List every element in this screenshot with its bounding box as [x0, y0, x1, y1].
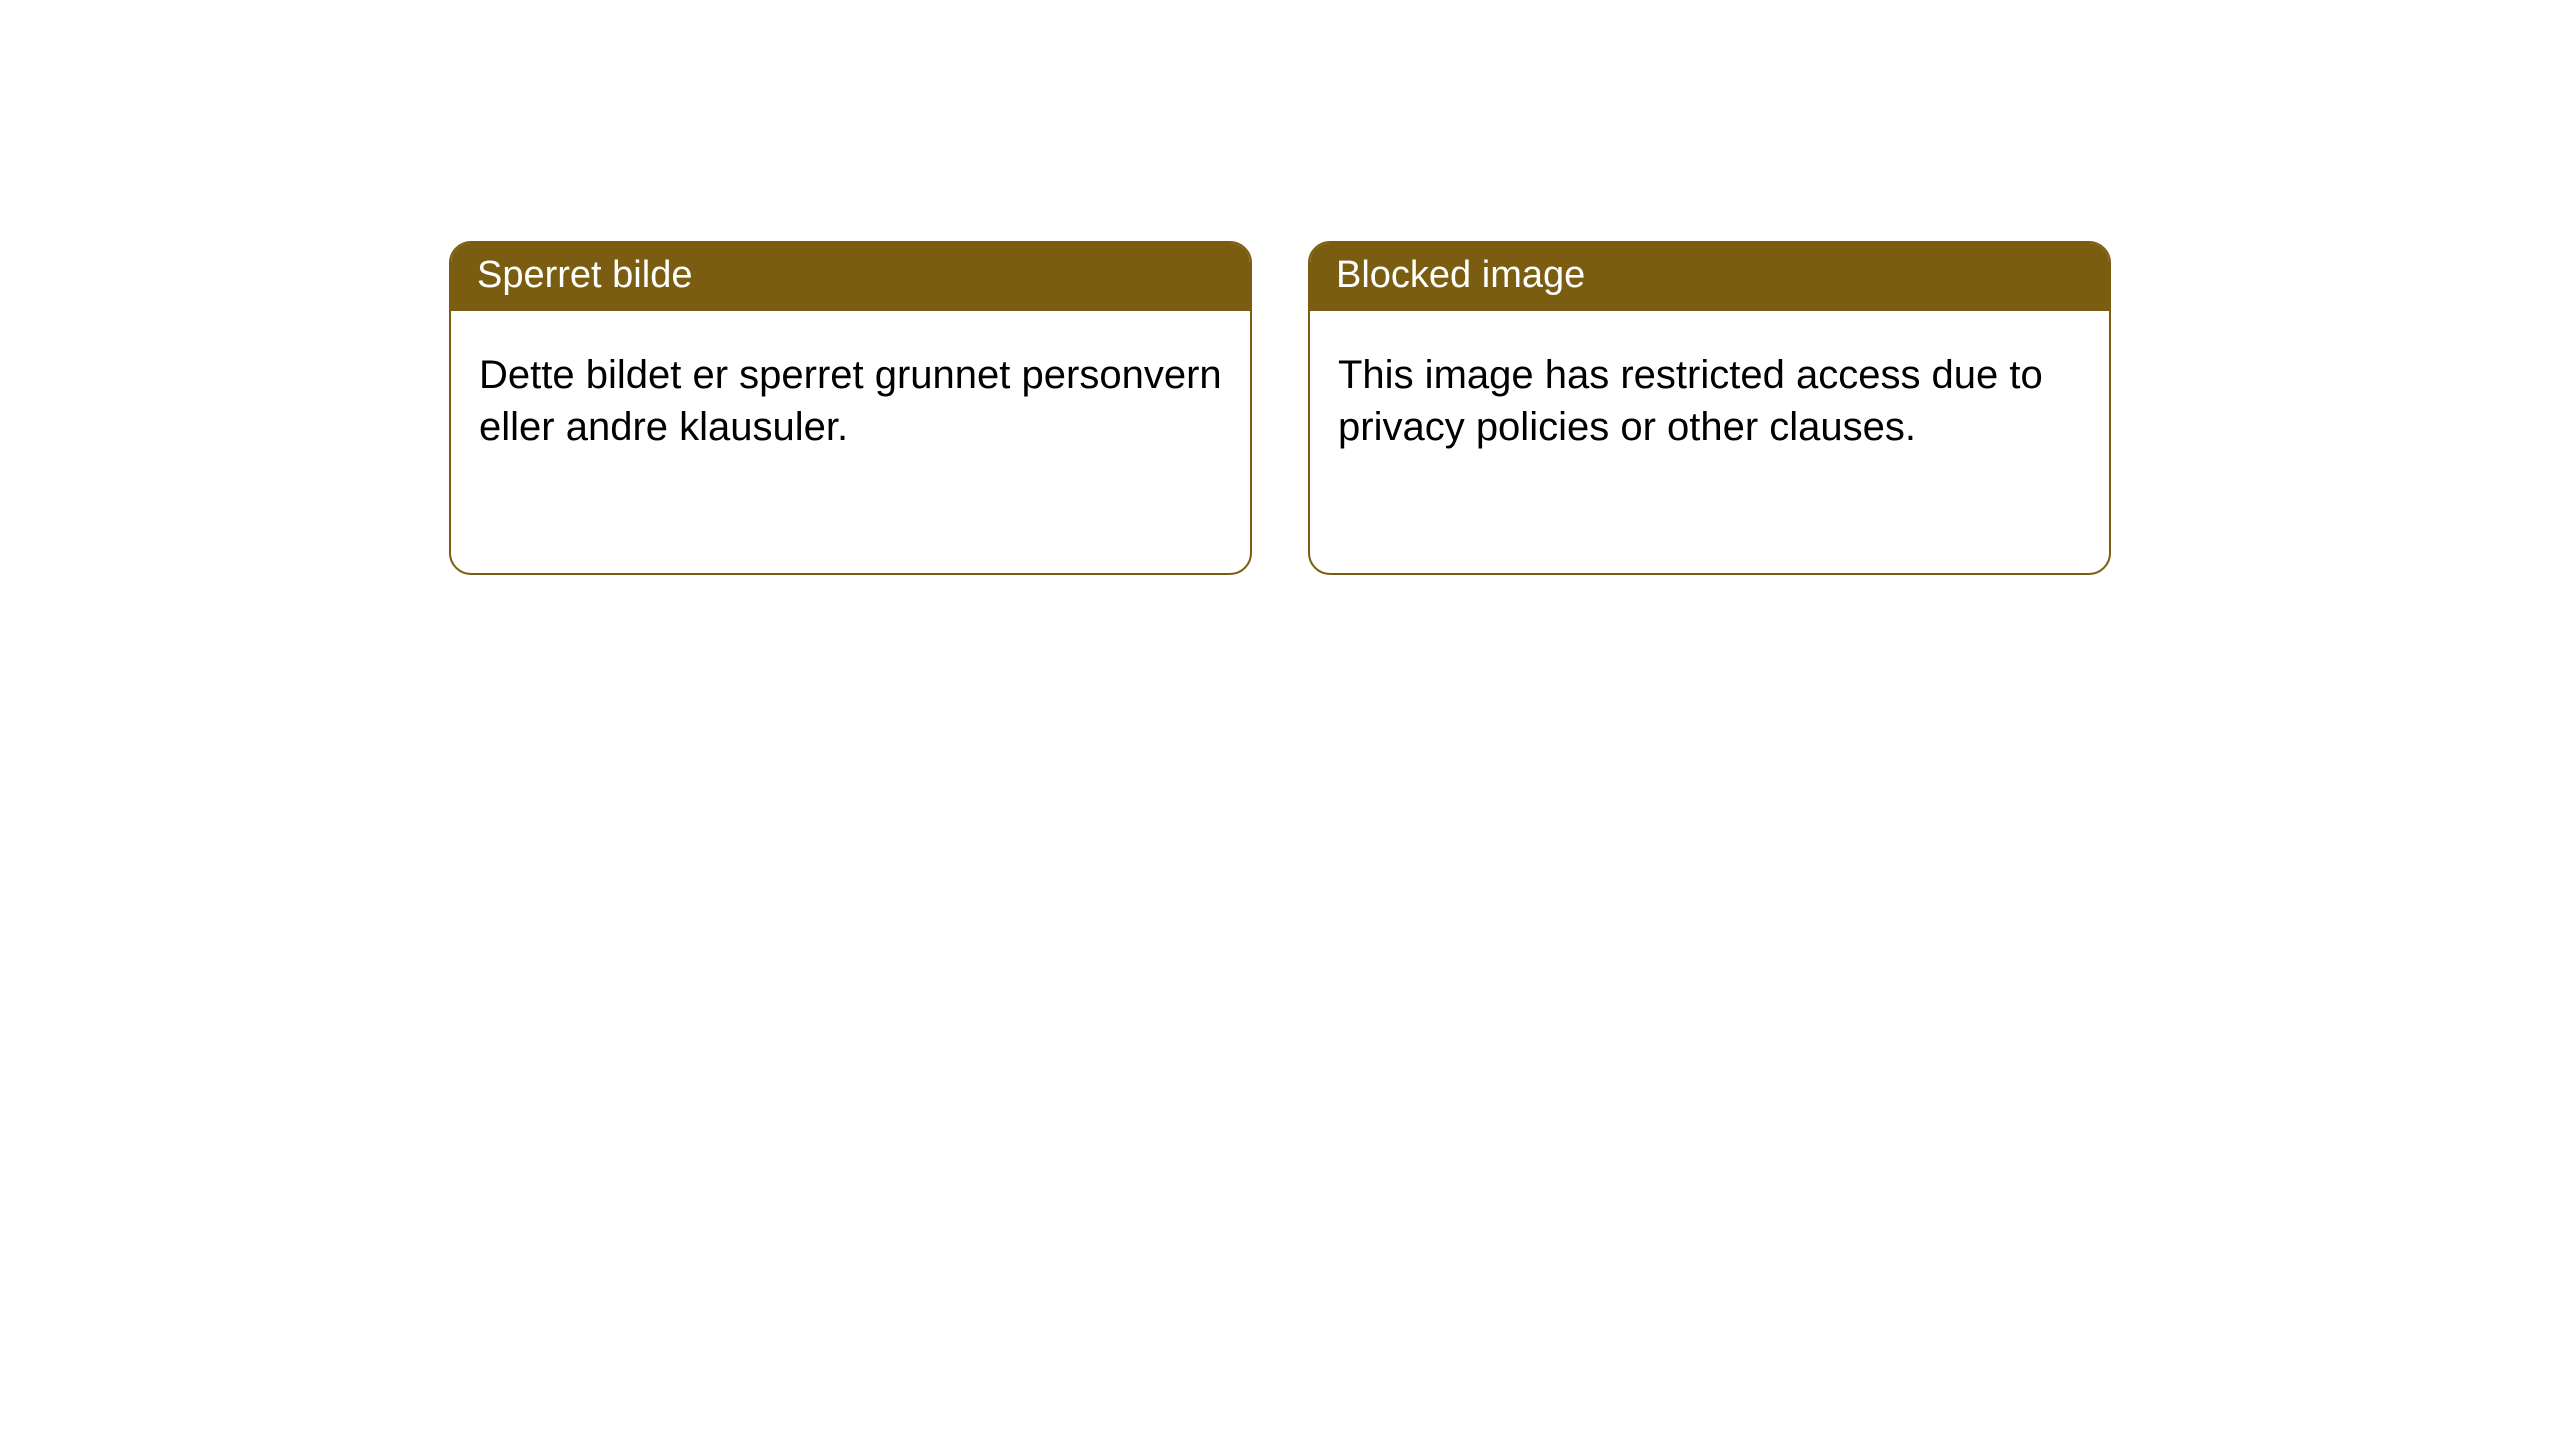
panel-header-en: Blocked image: [1310, 243, 2109, 311]
notice-container: Sperret bilde Dette bildet er sperret gr…: [0, 0, 2560, 575]
panel-body-no: Dette bildet er sperret grunnet personve…: [451, 311, 1250, 477]
panel-english: Blocked image This image has restricted …: [1308, 241, 2111, 575]
panel-header-no: Sperret bilde: [451, 243, 1250, 311]
panel-body-en: This image has restricted access due to …: [1310, 311, 2109, 477]
panel-norwegian: Sperret bilde Dette bildet er sperret gr…: [449, 241, 1252, 575]
